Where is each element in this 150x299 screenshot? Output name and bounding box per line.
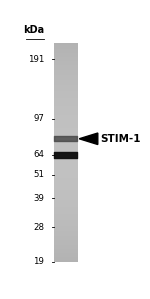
Text: 39: 39: [33, 194, 44, 203]
Text: STIM-1: STIM-1: [100, 134, 141, 144]
Text: 191: 191: [28, 55, 44, 64]
Text: 51: 51: [33, 170, 44, 179]
Text: 64: 64: [33, 150, 44, 159]
Text: 19: 19: [33, 257, 44, 266]
Text: 28: 28: [33, 223, 44, 232]
Text: kDa: kDa: [23, 25, 44, 35]
Text: 97: 97: [33, 114, 44, 123]
Polygon shape: [79, 133, 98, 144]
